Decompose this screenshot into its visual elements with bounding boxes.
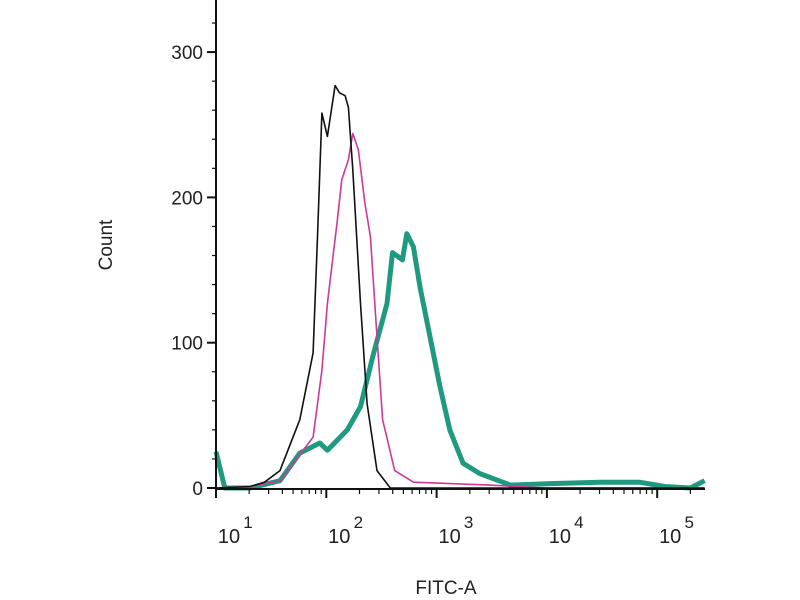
x-tick-label: 10	[659, 526, 681, 548]
x-tick-exponent: 3	[464, 513, 473, 532]
x-tick-label: 10	[549, 526, 571, 548]
x-tick-exponent: 5	[684, 513, 693, 532]
y-tick-label: 100	[171, 334, 203, 355]
y-axis-label: Count	[96, 219, 117, 270]
x-tick-exponent: 1	[243, 513, 252, 532]
x-tick-exponent: 2	[354, 513, 363, 532]
y-tick-label: 0	[192, 479, 203, 500]
y-tick-label: 200	[171, 188, 203, 209]
series-layer	[213, 84, 706, 491]
x-axis-label: FITC-A	[415, 578, 477, 599]
series-control-black	[215, 84, 705, 489]
x-tick-label: 10	[328, 526, 350, 548]
x-tick-label: 10	[218, 526, 240, 548]
y-tick-label: 300	[171, 43, 203, 64]
series-isotype-magenta	[215, 132, 705, 489]
series-sample-green	[213, 231, 706, 491]
x-tick-exponent: 4	[574, 513, 583, 532]
x-tick-label: 10	[438, 526, 460, 548]
